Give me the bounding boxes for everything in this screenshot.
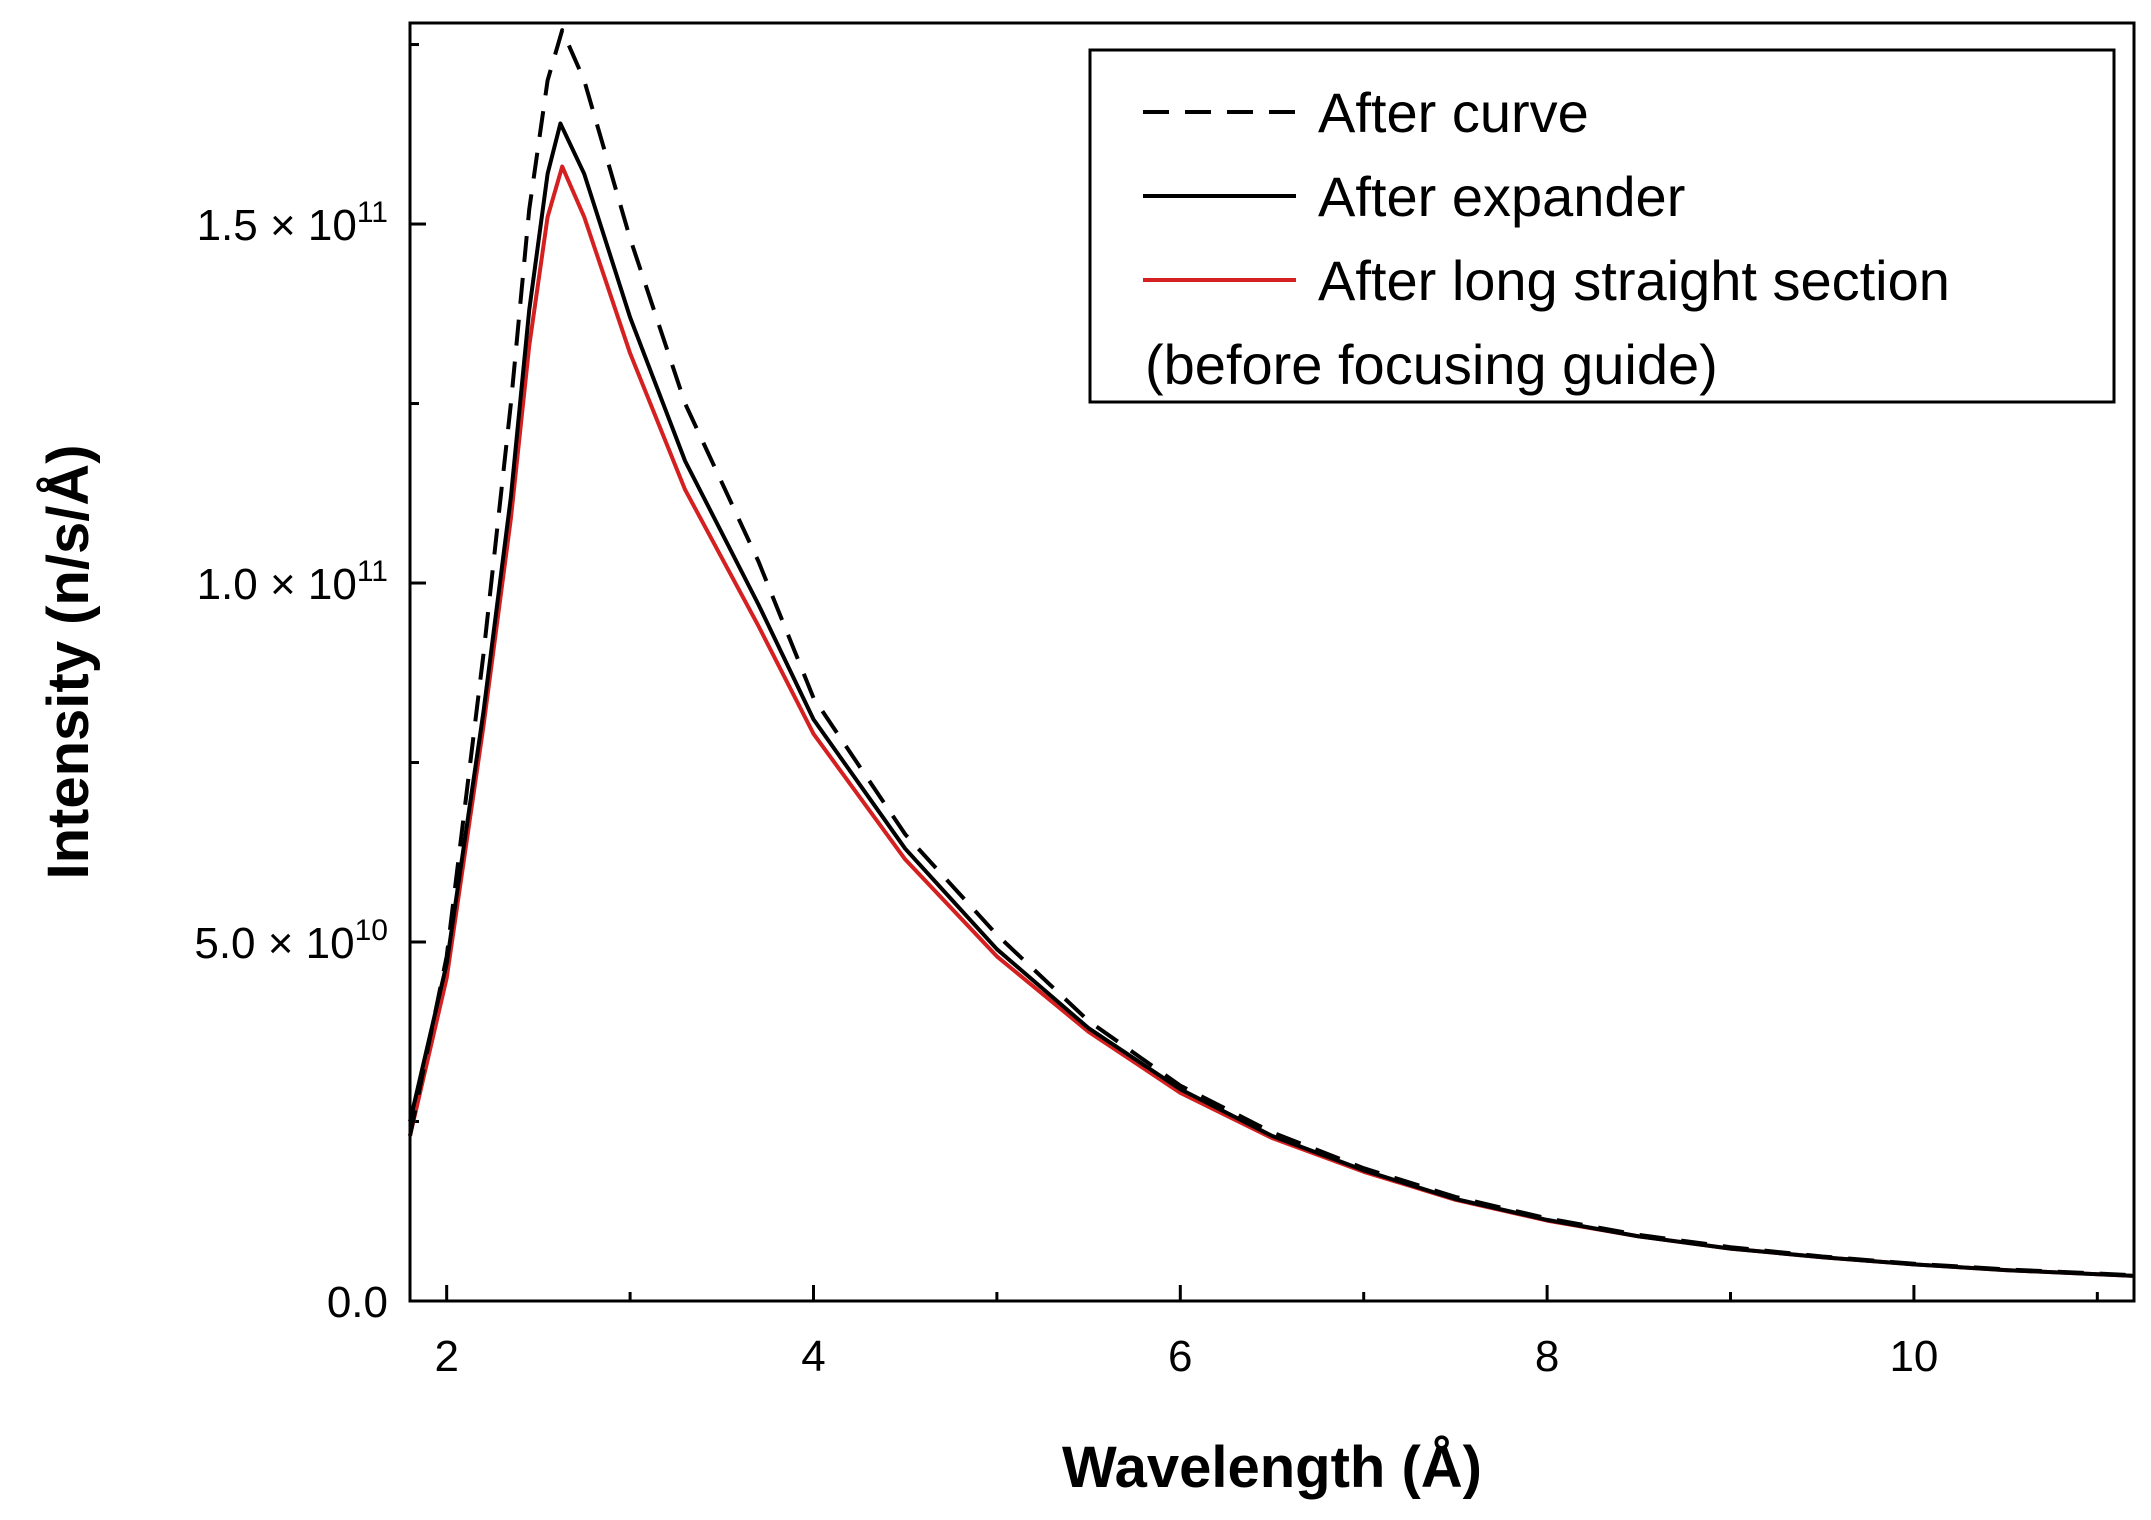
y-tick-exponent: 10 xyxy=(355,914,388,947)
legend-note: (before focusing guide) xyxy=(1145,333,1718,396)
y-tick-mantissa: 5.0 × 10 xyxy=(194,919,354,968)
x-tick-label: 6 xyxy=(1168,1332,1192,1381)
y-tick-label: 5.0 × 1010 xyxy=(194,914,388,968)
legend-label-0: After curve xyxy=(1318,81,1589,144)
y-tick-label: 0.0 xyxy=(327,1278,388,1327)
x-axis-ticks: 2 4 6 8 10 xyxy=(434,1285,2099,1381)
y-tick-label: 1.0 × 1011 xyxy=(197,555,388,609)
y-tick-label: 1.5 × 1011 xyxy=(197,196,388,250)
y-tick-mantissa: 1.0 × 10 xyxy=(197,560,357,609)
plot-frame xyxy=(408,21,2136,1303)
y-axis-title: Intensity (n/s/Å) xyxy=(36,444,101,879)
series-line-0 xyxy=(408,28,2135,1278)
series-layer xyxy=(408,28,2135,1278)
legend-box xyxy=(1088,48,2116,404)
legend-label-2: After long straight section xyxy=(1318,249,1950,312)
y-tick-mantissa: 1.5 × 10 xyxy=(197,201,357,250)
legend: After curve After expander After long stra… xyxy=(1088,48,2116,404)
x-tick-label: 10 xyxy=(1889,1332,1938,1381)
y-tick-mantissa: 0.0 xyxy=(327,1278,388,1327)
y-tick-exponent: 11 xyxy=(357,555,388,588)
x-tick-label: 4 xyxy=(801,1332,825,1381)
x-tick-label: 8 xyxy=(1535,1332,1559,1381)
x-tick-label: 2 xyxy=(434,1332,458,1381)
x-axis-title: Wavelength (Å) xyxy=(1062,1435,1482,1500)
legend-label-1: After expander xyxy=(1318,165,1685,228)
series-line-1 xyxy=(408,121,2135,1278)
y-tick-exponent: 11 xyxy=(357,196,388,229)
